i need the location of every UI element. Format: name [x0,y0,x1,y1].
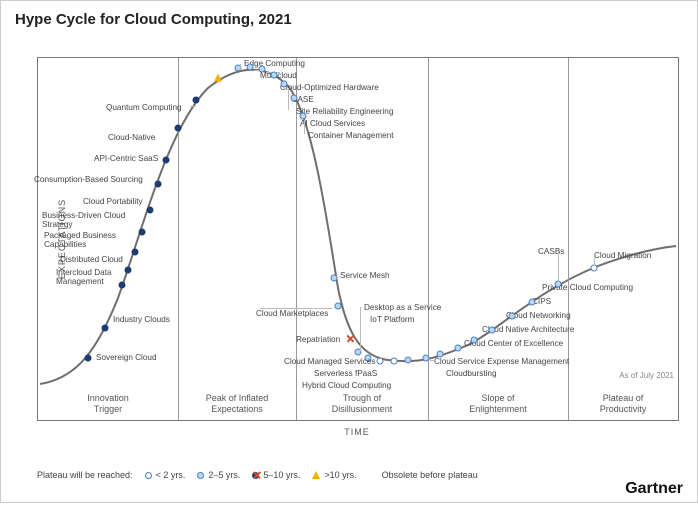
tech-marker [85,355,92,362]
lead-line [190,106,196,107]
legend-text: Obsolete before plateau [382,470,478,480]
tech-marker [489,327,496,334]
tech-label: Cloud Service Expense Management [434,358,569,367]
tech-marker [437,351,444,358]
tech-label: Cloud Marketplaces [256,310,328,319]
tech-label: Cloud-Optimized Hardware [280,84,379,93]
tech-marker [291,95,298,102]
tech-label: Cloud Migration [594,252,651,261]
lead-line [304,120,305,134]
tech-marker [331,275,338,282]
tech-marker [471,337,478,344]
lead-line [430,360,434,361]
tech-label: API-Centric SaaS [94,155,158,164]
tech-marker [377,358,384,365]
legend-swatch [145,472,152,479]
tech-label: Industry Clouds [113,316,170,325]
tech-marker [247,64,254,71]
lead-line [288,88,289,110]
legend-swatch [197,472,204,479]
tech-label: Distributed Cloud [60,256,123,265]
tech-label: Repatriation [296,336,340,345]
tech-label: Cloud Managed Services [284,358,375,367]
lead-line [360,307,361,351]
tech-label: IoT Platform [370,316,414,325]
tech-marker [529,299,536,306]
tech-label: Cloudbursting [446,370,497,379]
tech-marker [405,357,412,364]
tech-label: CASBs [538,248,564,257]
tech-marker [271,72,278,79]
asof-caption: As of July 2021 [619,371,674,380]
tech-marker [423,355,430,362]
tech-label: Site Reliability Engineering [296,108,393,117]
tech-marker [281,81,288,88]
legend-text: < 2 yrs. [156,470,186,480]
tech-label: Cloud Portability [83,198,143,207]
tech-marker [509,313,516,320]
tech-label: Quantum Computing [106,104,182,113]
tech-label: Consumption-Based Sourcing [34,176,143,185]
tech-marker [193,97,200,104]
legend-item: 2–5 yrs. [197,470,240,480]
tech-marker [259,66,266,73]
tech-marker [139,229,146,236]
tech-marker [132,249,139,256]
tech-marker [391,358,398,365]
phase-label: Slope ofEnlightenment [428,393,568,414]
legend-swatch [369,471,378,480]
legend-item: < 2 yrs. [145,470,186,480]
tech-marker [147,207,154,214]
tech-marker [119,282,126,289]
lead-line [558,252,559,282]
tech-marker [455,345,462,352]
tech-label: Packaged BusinessCapabilities [44,232,116,249]
tech-marker [163,157,170,164]
lead-line [240,64,241,70]
phase-label: Plateau ofProductivity [568,393,678,414]
tech-label: Cloud Center of Excellence [464,340,563,349]
legend-head: Plateau will be reached: [37,470,133,480]
legend-swatch [312,471,320,479]
tech-label: Desktop as a Service [364,304,441,313]
phase-label: Trough ofDisillusionment [296,393,428,414]
tech-marker [335,303,342,310]
tech-label: Multicloud [260,72,297,81]
legend-item: >10 yrs. [312,470,356,480]
tech-marker [125,267,132,274]
tech-marker [175,125,182,132]
lead-line [594,256,595,266]
tech-marker [346,334,355,343]
tech-marker [214,74,222,82]
tech-marker [155,181,162,188]
legend-item: Obsolete before plateau [369,470,478,480]
legend-text: >10 yrs. [324,470,356,480]
phase-divider [428,58,429,420]
chart-title: Hype Cycle for Cloud Computing, 2021 [15,11,683,28]
phase-label: InnovationTrigger [38,393,178,414]
tech-label: Sovereign Cloud [96,354,157,363]
tech-label: Cloud Native Architecture [482,326,574,335]
tech-label: Serverless fPaaS [314,370,377,379]
lead-line [260,308,332,309]
tech-label: AI Cloud Services [300,120,365,129]
tech-label: Cloud-Native [108,134,155,143]
legend-text: 5–10 yrs. [263,470,300,480]
hype-cycle-chart: EXPECTATIONS As of July 2021 InnovationT… [37,57,679,421]
legend-text: 2–5 yrs. [208,470,240,480]
legend: Plateau will be reached: < 2 yrs. 2–5 yrs… [37,470,478,480]
tech-label: Service Mesh [340,272,390,281]
tech-label: Container Management [308,132,394,141]
tech-label: Business-Driven CloudStrategy [42,212,125,229]
tech-label: Intercloud DataManagement [56,269,112,286]
tech-marker [300,113,307,120]
tech-label: Cloud Networking [506,312,571,321]
gartner-logo: Gartner [625,480,683,498]
tech-label: Hybrid Cloud Computing [302,382,391,391]
phase-label: Peak of InflatedExpectations [178,393,296,414]
tech-marker [102,325,109,332]
